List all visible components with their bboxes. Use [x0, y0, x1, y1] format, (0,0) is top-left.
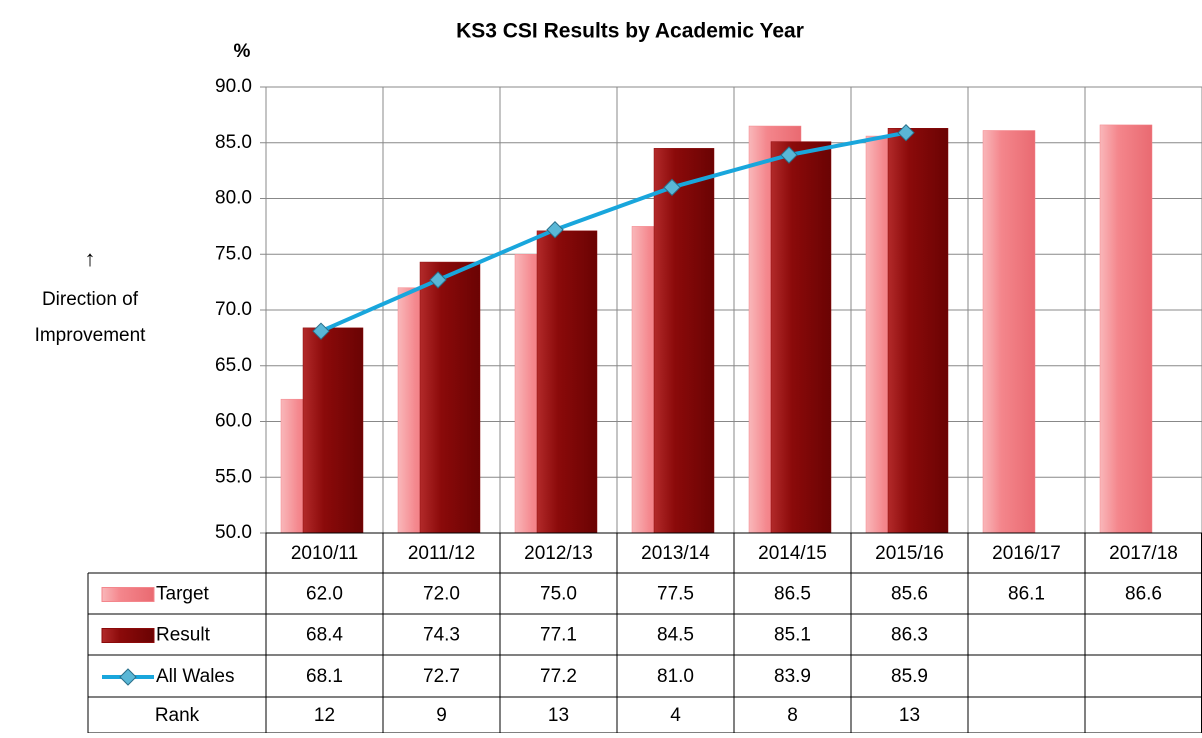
x-tick-label: 2016/17 [992, 543, 1061, 564]
x-tick-label: 2011/12 [408, 543, 475, 564]
y-tick-label: 65.0 [215, 355, 252, 376]
legend-label: Result [156, 625, 211, 646]
legend-label: All Wales [156, 666, 234, 687]
bar [1099, 124, 1153, 534]
x-tick-label: 2013/14 [641, 543, 710, 564]
table-cell: 75.0 [540, 584, 577, 605]
y-tick-label: 90.0 [215, 76, 252, 97]
table-cell: 13 [548, 705, 569, 726]
marker [663, 178, 681, 197]
table-cell: 72.0 [423, 584, 460, 605]
table-cell: 85.6 [891, 584, 928, 605]
table-cell: 85.9 [891, 666, 928, 687]
table-cell: 13 [899, 705, 920, 726]
y-tick-label: 70.0 [215, 299, 252, 320]
bar [887, 128, 949, 534]
table-cell: 4 [670, 705, 681, 726]
legend-label: Target [156, 584, 210, 605]
y-axis-label: % [234, 41, 251, 62]
marker [780, 146, 798, 164]
bar [653, 148, 715, 534]
table-cell: 77.5 [657, 584, 694, 605]
y-tick-label: 60.0 [215, 411, 252, 432]
y-tick-label: 50.0 [215, 522, 252, 543]
x-tick-label: 2015/16 [875, 543, 944, 564]
y-tick-label: 85.0 [215, 132, 252, 153]
marker [312, 322, 330, 340]
y-tick-label: 80.0 [215, 188, 252, 209]
y-tick-label: 55.0 [215, 466, 252, 487]
table-cell: 86.5 [774, 584, 811, 605]
marker [429, 271, 447, 289]
bar [419, 261, 481, 534]
line [320, 130, 907, 334]
table-cell: 8 [787, 705, 798, 726]
table-cell: 77.2 [540, 666, 577, 687]
table-cell: 68.1 [306, 666, 343, 687]
x-tick-label: 2017/18 [1109, 543, 1178, 564]
table-cell: 85.1 [774, 625, 811, 646]
legend-swatch [119, 668, 137, 686]
table-cell: 86.1 [1008, 584, 1045, 605]
table-cell: 74.3 [423, 625, 460, 646]
bar [536, 230, 598, 534]
table-cell: 81.0 [657, 666, 694, 687]
legend-swatch [101, 628, 155, 643]
annotation: ↑ [85, 246, 96, 271]
legend-swatch [101, 587, 155, 602]
marker [546, 221, 564, 239]
marker [897, 124, 915, 142]
table-cell: 84.5 [657, 625, 694, 646]
x-tick-label: 2012/13 [524, 543, 593, 564]
bar [982, 130, 1036, 534]
bar [302, 327, 364, 534]
x-tick-label: 2010/11 [291, 543, 358, 564]
y-tick-label: 75.0 [215, 243, 252, 264]
table-cell: 77.1 [540, 625, 577, 646]
bar [770, 141, 832, 534]
x-tick-label: 2014/15 [758, 543, 827, 564]
annotation: Direction of [42, 289, 139, 310]
table-cell: 68.4 [306, 625, 343, 646]
chart-title: KS3 CSI Results by Academic Year [456, 20, 804, 43]
table-cell: 12 [314, 705, 335, 726]
table-cell: 62.0 [306, 584, 343, 605]
table-cell: 83.9 [774, 666, 811, 687]
table-cell: 72.7 [423, 666, 460, 687]
annotation: Improvement [35, 325, 147, 346]
table-cell: 86.6 [1125, 584, 1162, 605]
row-label: Rank [155, 705, 200, 726]
table-cell: 9 [436, 705, 447, 726]
table-cell: 86.3 [891, 625, 928, 646]
